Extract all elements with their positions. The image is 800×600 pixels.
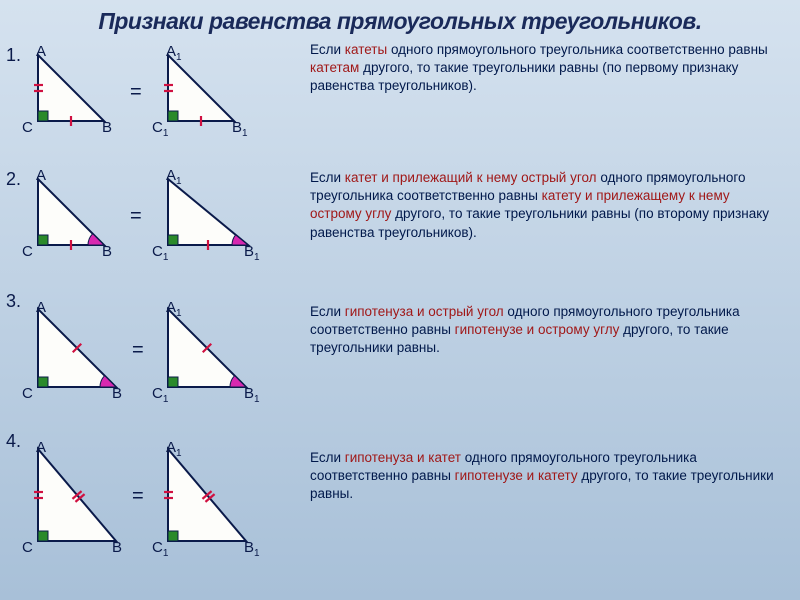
case-number: 3. [6,291,21,312]
text-4: Если гипотенуза и катет одного прямоугол… [310,431,800,576]
label-C: C [22,385,33,402]
label-C1: C1 [152,119,168,139]
equals-sign: = [132,339,144,362]
label-C: C [22,539,33,556]
label-C: C [22,243,33,260]
case-4: 4. = A C B A1 C1 B1 Если гипотенуза и ка… [0,431,800,576]
label-C: C [22,119,33,136]
label-A: A [36,439,46,456]
label-B1: B1 [244,243,260,263]
triangle-4b [164,445,254,545]
label-A1: A1 [166,167,182,187]
label-B1: B1 [244,539,260,559]
triangle-2a [34,175,112,253]
label-C1: C1 [152,243,168,263]
page-title: Признаки равенства прямоугольных треугол… [0,0,800,41]
label-B1: B1 [244,385,260,405]
case-number: 1. [6,45,21,66]
label-A1: A1 [166,439,182,459]
label-A1: A1 [166,43,182,63]
label-B: B [112,385,122,402]
text-2: Если катет и прилежащий к нему острый уг… [310,169,800,289]
label-A: A [36,299,46,316]
label-A1: A1 [166,299,182,319]
label-A: A [36,167,46,184]
label-A: A [36,43,46,60]
diagram-1: 1. = A C B A1 C1 B1 [0,41,310,161]
case-1: 1. = A C B A1 C1 B1 Если катеты одного п… [0,41,800,161]
equals-sign: = [130,81,142,104]
text-1: Если катеты одного прямоугольного треуго… [310,41,800,161]
text-3: Если гипотенуза и острый угол одного пря… [310,291,800,421]
label-B: B [102,243,112,260]
case-number: 4. [6,431,21,452]
diagram-4: 4. = A C B A1 C1 B1 [0,431,310,576]
case-number: 2. [6,169,21,190]
label-B: B [112,539,122,556]
label-C1: C1 [152,385,168,405]
triangle-4a [34,445,124,545]
triangle-3a [34,305,124,395]
case-3: 3. = A C B A1 C1 B1 Если гипотенуза и ос… [0,291,800,421]
content-area: 1. = A C B A1 C1 B1 Если катеты одного п… [0,41,800,581]
label-B: B [102,119,112,136]
case-2: 2. = A C B A1 C1 B1 Если катет и прилежа… [0,169,800,289]
label-C1: C1 [152,539,168,559]
diagram-2: 2. = A C B A1 C1 B1 [0,169,310,289]
label-B1: B1 [232,119,248,139]
triangle-1a [34,51,112,129]
diagram-3: 3. = A C B A1 C1 B1 [0,291,310,421]
equals-sign: = [132,485,144,508]
equals-sign: = [130,205,142,228]
